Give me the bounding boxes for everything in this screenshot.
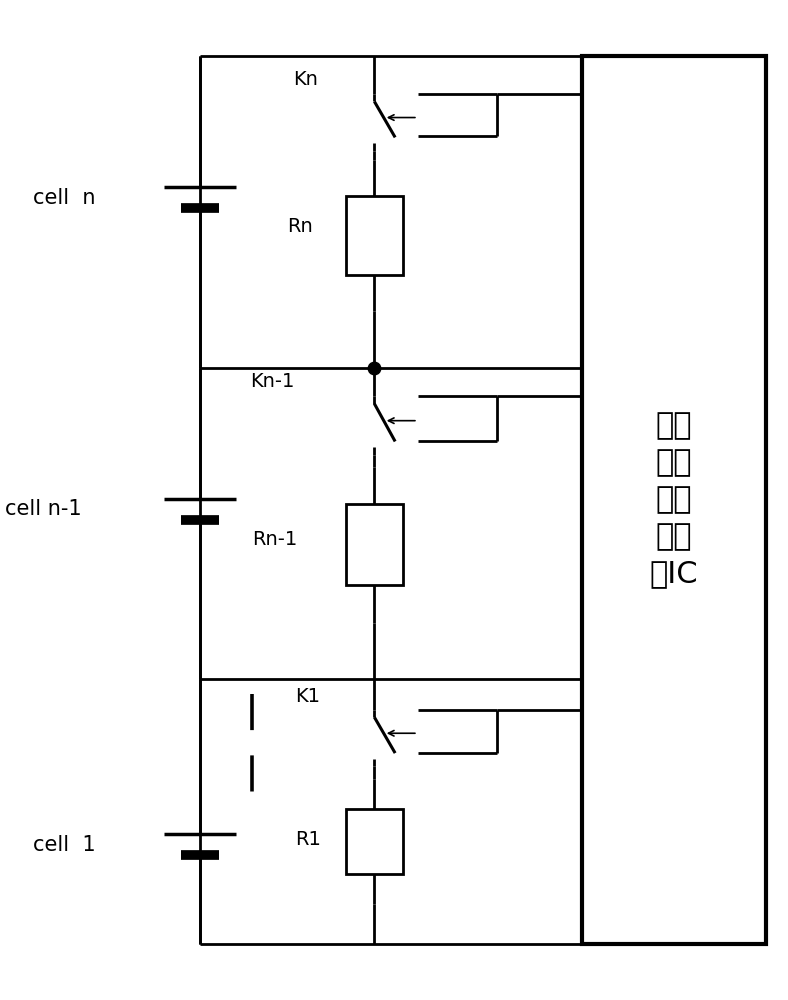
Text: Rn: Rn — [288, 217, 313, 236]
Text: K1: K1 — [296, 687, 321, 706]
Bar — [346, 196, 403, 275]
Text: Rn-1: Rn-1 — [251, 530, 297, 549]
Text: cell  n: cell n — [33, 188, 96, 208]
Text: Kn: Kn — [293, 70, 318, 89]
Text: 数字
或模
拟前
端采
集IC: 数字 或模 拟前 端采 集IC — [649, 411, 698, 589]
Text: Kn-1: Kn-1 — [250, 372, 294, 391]
Text: cell n-1: cell n-1 — [5, 499, 82, 519]
Text: cell  1: cell 1 — [33, 835, 96, 855]
Bar — [582, 56, 766, 944]
Text: R1: R1 — [295, 830, 321, 849]
Bar — [346, 504, 403, 585]
Bar — [346, 809, 403, 874]
